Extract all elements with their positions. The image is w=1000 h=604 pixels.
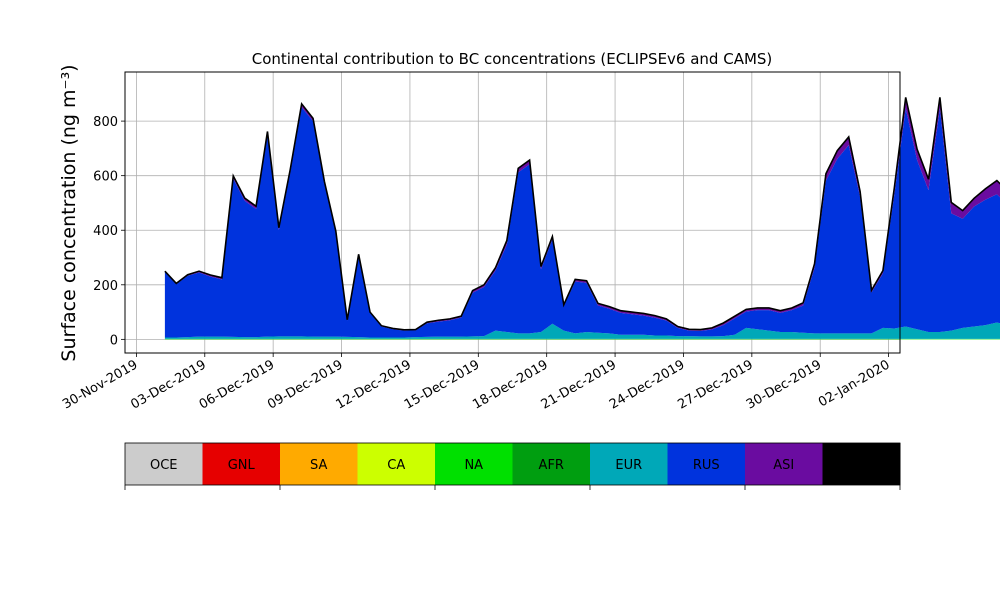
y-axis-label: Surface concentration (ng m⁻³) xyxy=(58,64,80,361)
x-tick-label: 06-Dec-2019 xyxy=(197,357,277,412)
legend-swatch-oce xyxy=(125,443,203,485)
legend-label-oce: OCE xyxy=(150,458,178,473)
y-tick-label: 400 xyxy=(93,224,118,239)
x-tick-label: 03-Dec-2019 xyxy=(128,357,208,412)
x-tick-label: 30-Nov-2019 xyxy=(60,357,140,412)
legend-label-ca: CA xyxy=(387,458,405,473)
legend-label-asi: ASI xyxy=(773,458,794,473)
y-tick-label: 200 xyxy=(93,279,118,294)
legend-swatch-ca xyxy=(357,443,436,485)
series-area-na xyxy=(164,338,1000,340)
plot-frame xyxy=(124,71,901,354)
series-area-rus xyxy=(164,107,1000,338)
legend-swatch-eur xyxy=(590,443,668,485)
x-tick-label: 02-Jan-2020 xyxy=(816,357,893,410)
series-area-eur xyxy=(164,322,1000,339)
x-tick-label: 09-Dec-2019 xyxy=(265,357,345,412)
y-tick-label: 800 xyxy=(93,115,118,130)
total-line xyxy=(164,97,1000,331)
x-tick-label: 27-Dec-2019 xyxy=(675,357,755,412)
legend-frame xyxy=(124,442,901,486)
legend-label-sa: SA xyxy=(310,458,327,473)
legend-label-rus: RUS xyxy=(693,458,720,473)
legend: OCE GNL SA CA NA AFR EUR RUS ASI AUS xyxy=(124,442,901,490)
legend-label-afr: AFR xyxy=(539,458,564,473)
legend-swatch-aus xyxy=(822,443,901,485)
stacked-areas xyxy=(164,97,1000,340)
x-tick-label: 24-Dec-2019 xyxy=(607,357,687,412)
legend-label-eur: EUR xyxy=(615,458,642,473)
legend-swatch-gnl xyxy=(202,443,281,485)
x-tick-label: 12-Dec-2019 xyxy=(334,357,414,412)
legend-label-na: NA xyxy=(464,458,483,473)
y-tick-label: 0 xyxy=(110,333,118,348)
x-tick-label: 18-Dec-2019 xyxy=(470,357,550,412)
legend-swatch-na xyxy=(435,443,513,485)
legend-swatch-afr xyxy=(512,443,591,485)
legend-swatch-rus xyxy=(667,443,746,485)
x-tick-label: 15-Dec-2019 xyxy=(402,357,482,412)
legend-swatch-asi xyxy=(745,443,823,485)
axes: 30-Nov-201903-Dec-201906-Dec-201909-Dec-… xyxy=(60,71,901,413)
x-tick-label: 30-Dec-2019 xyxy=(744,357,824,412)
legend-label-aus: AUS xyxy=(848,458,875,473)
y-tick-label: 600 xyxy=(93,170,118,185)
legend-swatch-sa xyxy=(280,443,358,485)
x-tick-label: 21-Dec-2019 xyxy=(539,357,619,412)
chart-title: Continental contribution to BC concentra… xyxy=(252,50,773,68)
legend-label-gnl: GNL xyxy=(228,458,256,473)
